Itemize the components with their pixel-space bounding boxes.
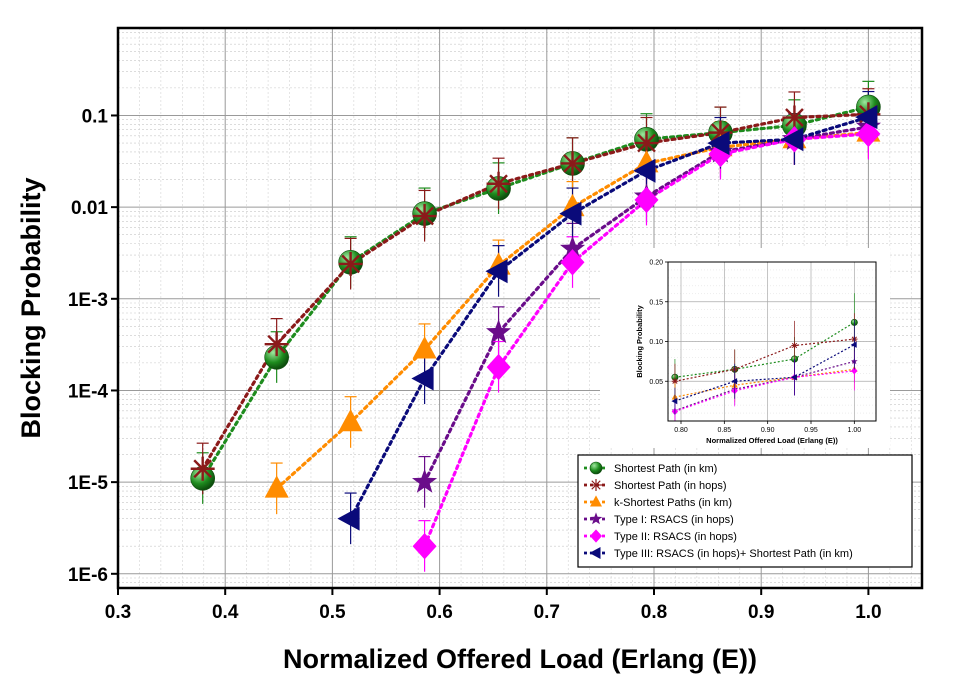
inset-x-tick-label: 0.95 [804,427,818,434]
series-line [349,115,870,521]
legend-box [577,454,913,568]
data-point [338,409,363,432]
x-tick-label: 0.9 [748,602,774,623]
y-tick-label: 1E-6 [68,565,108,586]
inset-data-point [671,397,678,405]
data-point [486,353,511,381]
x-tick-label: 0.5 [319,602,346,623]
data-point [781,127,804,152]
data-point [412,468,438,493]
inset-y-tick-label: 0.05 [649,379,663,386]
x-tick-label: 0.3 [105,602,131,623]
legend-marker [590,479,602,491]
inset-axes: 0.80 0.85 0.90 0.95 1.00 0.05 0.10 0.15 0.20 Norm… [635,260,877,445]
legend-item-k-shortest-paths-in-km: k-Shortest Paths (in km) [584,495,732,509]
inset-series-line [674,338,855,382]
legend-item-shortest-path-in-km: Shortest Path (in km) [584,461,717,475]
series-line [201,105,870,480]
legend-marker [589,547,601,559]
legend-label: Shortest Path (in km) [614,463,717,475]
legend-label: Type I: RSACS (in hops) [614,514,734,526]
legend-item-type-ii-rsacs-in-hops: Type II: RSACS (in hops) [584,529,737,543]
y-tick-label: 1E-3 [68,290,108,311]
inset-x-axis-title: Normalized Offered Load (Erlang (E)) [706,436,838,445]
data-point [485,259,508,284]
inset-data-point [850,341,857,348]
legend-marker [589,512,603,525]
inset-data-point [731,378,738,385]
inset-y-tick-label: 0.10 [649,339,663,346]
data-point [707,131,730,156]
data-point [634,186,659,214]
data-point [782,105,807,130]
y-tick-label: 1E-5 [68,473,109,494]
inset-data-point [791,342,798,349]
data-point [412,336,437,359]
legend-marker [590,495,602,507]
data-point [559,201,582,226]
y-axis-title: Blocking Probability [16,177,46,438]
inset-x-tick-label: 0.85 [718,427,732,434]
data-point [855,105,878,130]
data-point [264,332,289,357]
inset-data-point [791,374,797,381]
data-point [486,319,512,344]
inset-x-tick-label: 1.00 [848,427,862,434]
main-axes: 0.3 0.4 0.5 0.6 0.7 0.8 0.9 1.0 1E-6 1E-5 1E-4 1E-3… [16,26,924,674]
inset-y-tick-label: 0.15 [649,299,663,306]
data-point [412,533,437,560]
markers-shortest-path-in-hops [190,102,881,481]
inset-data-point [851,367,858,375]
data-point [337,506,360,531]
markers-type-iii-rsacs-in-hops-shortest-path-in-km [337,105,878,531]
series-line [201,112,870,471]
inset-x-tick-label: 0.80 [674,427,688,434]
data-point [560,151,585,176]
inset-series-line [674,344,855,402]
legend-label: Shortest Path (in hops) [614,480,727,492]
data-point [412,204,437,229]
inset-plot: 0.80 0.85 0.90 0.95 1.00 0.05 0.10 0.15 0.20 Norm… [600,248,890,448]
data-point [633,158,656,183]
legend-item-shortest-path-in-hops: Shortest Path (in hops) [584,479,727,492]
inset-y-axis-title: Blocking Probability [635,304,644,377]
inset-series-line [674,370,855,413]
legend-label: Type II: RSACS (in hops) [614,531,737,543]
legend-marker [589,461,603,475]
data-point [338,251,363,276]
data-point [708,140,733,168]
y-tick-label: 1E-4 [68,381,109,402]
data-point [411,366,434,391]
inset-series-line [674,321,855,378]
data-point [560,235,586,260]
data-point [264,475,289,498]
legend-label: k-Shortest Paths (in km) [614,497,732,509]
data-point [486,171,511,196]
legend-label: Type III: RSACS (in hops)+ Shortest Path… [614,548,853,560]
x-tick-label: 0.7 [534,602,560,623]
inset-x-tick-label: 0.90 [761,427,775,434]
y-tick-label: 0.01 [71,198,108,219]
data-point [190,456,215,481]
inset-background [600,248,890,448]
x-tick-label: 0.4 [212,602,239,623]
x-tick-label: 0.6 [426,602,452,623]
legend-marker [590,529,602,543]
x-tick-label: 1.0 [855,602,881,623]
plot-frame [116,26,924,590]
x-tick-label: 0.8 [641,602,667,623]
legend-item-type-i-rsacs-in-hops: Type I: RSACS (in hops) [584,512,734,526]
legend: Shortest Path (in km) Shortest Path (in h… [577,454,913,568]
y-tick-label: 0.1 [82,106,109,127]
legend-item-type-iii-rsacs-in-hops-shortest-path-in-km: Type III: RSACS (in hops)+ Shortest Path… [584,547,853,560]
inset-series-type-iii-rsacs-in-hops-shortest-path-in-km [671,319,857,415]
data-point [560,249,585,276]
x-axis-title: Normalized Offered Load (Erlang (E)) [283,644,757,674]
inset-y-tick-label: 0.20 [649,260,663,267]
